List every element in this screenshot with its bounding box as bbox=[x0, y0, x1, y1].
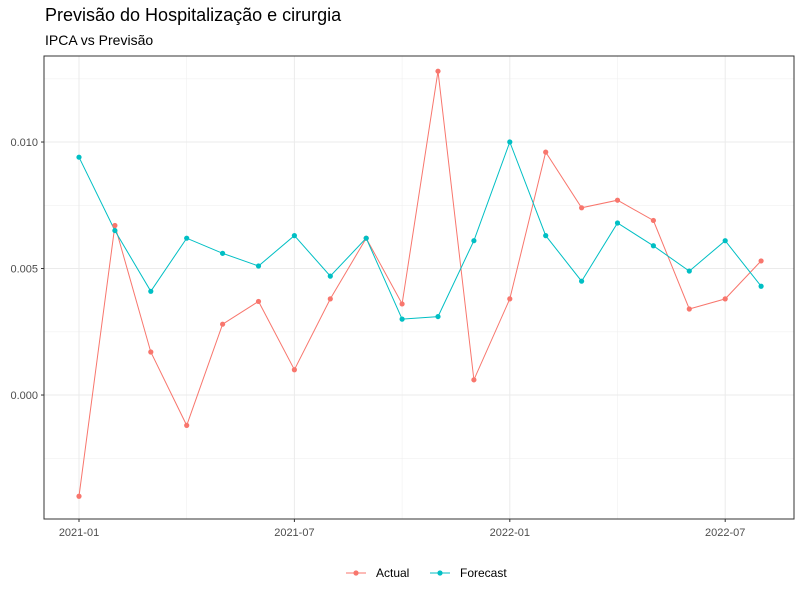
data-point-forecast bbox=[614, 220, 621, 226]
data-point-forecast bbox=[184, 235, 190, 241]
legend-label: Actual bbox=[376, 566, 409, 580]
data-point-forecast bbox=[435, 313, 441, 320]
data-point-forecast bbox=[507, 139, 513, 145]
data-point-forecast bbox=[76, 154, 82, 160]
series-line-actual bbox=[78, 71, 762, 497]
data-point-forecast bbox=[399, 316, 405, 322]
data-point-actual bbox=[148, 349, 154, 355]
data-point-actual bbox=[291, 367, 297, 373]
data-point-actual bbox=[435, 68, 441, 74]
data-point-forecast bbox=[650, 243, 657, 249]
data-point-actual bbox=[112, 222, 118, 229]
data-point-actual bbox=[579, 205, 585, 211]
data-point-actual bbox=[614, 197, 621, 203]
data-point-forecast bbox=[291, 233, 297, 239]
x-tick-label: 2021-01 bbox=[59, 527, 99, 539]
x-tick-label: 2021-07 bbox=[274, 527, 314, 539]
y-tick-label: 0.010 bbox=[10, 137, 38, 149]
data-point-forecast bbox=[543, 233, 549, 239]
data-point-actual bbox=[686, 306, 692, 312]
x-tick-label: 2022-01 bbox=[490, 527, 530, 539]
data-point-actual bbox=[220, 321, 226, 327]
y-tick-label: 0.000 bbox=[10, 390, 38, 402]
chart-subtitle: IPCA vs Previsão bbox=[45, 32, 154, 48]
series-line-forecast bbox=[78, 140, 762, 320]
data-point-forecast bbox=[112, 227, 118, 234]
legend-key-point bbox=[353, 570, 359, 576]
data-point-forecast bbox=[686, 268, 692, 274]
plot-panel-border bbox=[43, 55, 795, 520]
data-point-actual bbox=[722, 296, 728, 302]
data-point-forecast bbox=[471, 238, 477, 244]
data-point-forecast bbox=[148, 288, 154, 294]
data-point-forecast bbox=[363, 235, 369, 241]
data-point-actual bbox=[471, 377, 477, 383]
chart-title: Previsão do Hospitalização e cirurgia bbox=[45, 5, 342, 25]
data-point-forecast bbox=[327, 273, 333, 279]
data-point-actual bbox=[758, 258, 764, 264]
data-point-forecast bbox=[220, 250, 226, 256]
data-point-actual bbox=[543, 149, 549, 155]
data-point-forecast bbox=[255, 263, 262, 269]
data-point-forecast bbox=[758, 283, 764, 289]
data-point-actual bbox=[650, 217, 657, 224]
data-point-actual bbox=[184, 422, 190, 428]
x-tick-label: 2022-07 bbox=[705, 527, 745, 539]
data-point-actual bbox=[327, 296, 333, 302]
y-tick-label: 0.005 bbox=[10, 264, 38, 276]
data-point-actual bbox=[507, 296, 513, 302]
data-point-actual bbox=[76, 493, 82, 499]
data-point-actual bbox=[399, 301, 405, 307]
data-point-actual bbox=[255, 298, 262, 305]
data-point-forecast bbox=[579, 278, 585, 284]
data-point-forecast bbox=[722, 238, 728, 244]
legend-key-point bbox=[437, 570, 443, 576]
legend-label: Forecast bbox=[460, 566, 507, 580]
